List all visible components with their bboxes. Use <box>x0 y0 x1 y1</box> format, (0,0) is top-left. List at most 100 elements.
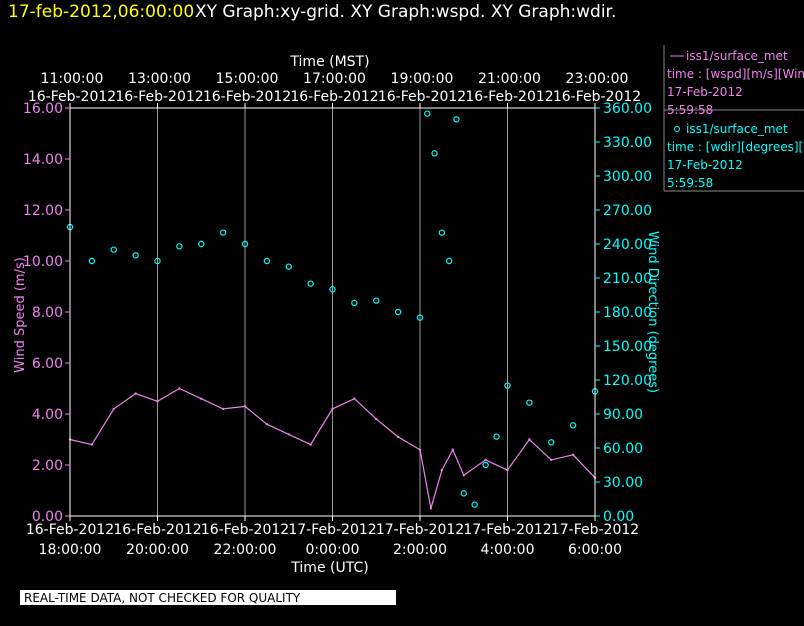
top-tick-date: 16-Feb-2012 <box>28 89 116 105</box>
legend-wdir-marker-icon <box>674 126 680 132</box>
top-tick-date: 16-Feb-2012 <box>115 89 203 105</box>
wind-direction-point <box>460 490 467 497</box>
legend-wdir-desc: time : [wdir][degrees][V <box>667 140 804 154</box>
top-tick-time: 11:00:00 <box>41 71 104 87</box>
bottom-tick-date: 16-Feb-2012 <box>201 522 289 538</box>
top-tick-time: 21:00:00 <box>478 71 541 87</box>
wind-speed-point <box>265 423 269 426</box>
wind-direction-point <box>445 257 453 265</box>
bottom-tick-date: 17-Feb-2012 <box>288 522 376 538</box>
top-tick-time: 13:00:00 <box>128 71 191 87</box>
disclaimer-text: REAL-TIME DATA, NOT CHECKED FOR QUALITY <box>24 591 301 605</box>
right-axis-ticks: 0.00 30.00 60.00 90.00 120.00 150.00 180.00 210… <box>595 101 652 525</box>
wind-speed-point <box>396 435 400 439</box>
top-tick-date: 16-Feb-2012 <box>378 89 466 105</box>
top-tick-time: 17:00:00 <box>303 71 366 87</box>
wind-speed-point <box>309 443 312 446</box>
right-axis-label: Wind Direction (degrees) <box>645 231 660 393</box>
right-tick-label: 240.00 <box>603 237 652 253</box>
left-tick-label: 12.00 <box>23 203 63 219</box>
right-tick-label: 210.00 <box>603 271 652 287</box>
left-tick-label: 16.00 <box>23 101 63 117</box>
wind-speed-point <box>221 407 225 411</box>
wind-direction-point <box>394 308 402 316</box>
timestamp-text: 17-feb-2012,06:00:00 <box>8 2 194 22</box>
left-tick-label: 14.00 <box>23 152 63 168</box>
wind-direction-point <box>526 399 533 406</box>
legend-wdir-series: iss1/surface_met <box>686 122 788 136</box>
wind-direction-point <box>471 501 478 508</box>
legend-wdir-time: 5:59:58 <box>667 176 713 190</box>
wind-speed-point <box>418 448 422 451</box>
vertical-gridlines <box>157 108 508 516</box>
bottom-tick-time: 2:00:00 <box>393 542 447 558</box>
right-tick-label: 180.00 <box>603 305 652 321</box>
right-tick-label: 300.00 <box>603 169 652 185</box>
top-tick-date: 16-Feb-2012 <box>465 89 553 105</box>
wind-direction-point <box>453 116 460 123</box>
legend-wdir-date: 17-Feb-2012 <box>667 158 743 172</box>
wind-speed-point <box>484 458 487 462</box>
wind-speed-point <box>528 438 531 441</box>
bottom-tick-time: 18:00:00 <box>39 542 102 558</box>
wind-direction-point <box>569 422 577 429</box>
left-tick-label: 2.00 <box>32 458 63 474</box>
wind-direction-point <box>154 257 161 265</box>
wind-direction-point <box>241 240 249 248</box>
top-axis-ticks: 11:00:00 16-Feb-2012 13:00:00 16-Feb-2012 15… <box>28 71 641 108</box>
bottom-tick-time: 6:00:00 <box>568 542 622 558</box>
left-axis-label: Wind Speed (m/s) <box>13 257 28 373</box>
wind-direction-point <box>88 257 96 265</box>
wind-speed-point <box>462 474 465 477</box>
wind-direction-point <box>416 314 424 321</box>
wind-speed-point <box>571 453 575 456</box>
top-tick-date: 16-Feb-2012 <box>203 89 291 105</box>
legend-wspd-date: 17-Feb-2012 <box>667 85 743 99</box>
left-tick-label: 4.00 <box>32 407 63 423</box>
wind-direction-point <box>285 263 292 270</box>
wind-direction-point <box>431 150 438 157</box>
wind-direction-point <box>198 240 205 248</box>
wind-speed-point <box>451 448 455 451</box>
wind-direction-point <box>263 257 271 265</box>
wind-direction-point <box>219 229 227 236</box>
wind-direction-point <box>110 246 117 253</box>
wind-speed-point <box>287 433 290 436</box>
wind-speed-point <box>178 387 181 390</box>
legend: iss1/surface_met time : [wspd][m/s][Win … <box>663 45 804 192</box>
bottom-tick-date: 17-Feb-2012 <box>376 522 464 538</box>
right-tick-label: 360.00 <box>603 101 652 117</box>
wind-speed-point <box>506 468 509 472</box>
bottom-tick-date: 17-Feb-2012 <box>551 522 639 538</box>
wind-speed-point <box>375 417 378 421</box>
legend-wspd-time: 5:59:58 <box>667 103 713 117</box>
wind-direction-point <box>329 286 336 293</box>
wind-direction-point <box>504 382 511 389</box>
wind-direction-point <box>132 252 139 259</box>
right-tick-label: 30.00 <box>603 475 643 491</box>
wind-speed-point <box>90 443 94 446</box>
right-tick-label: 120.00 <box>603 373 652 389</box>
wind-speed-point <box>429 507 433 510</box>
wind-speed-point <box>200 397 203 400</box>
wind-direction-point <box>351 299 358 307</box>
bottom-tick-time: 20:00:00 <box>126 542 189 558</box>
wind-direction-point <box>176 243 183 250</box>
wind-direction-point <box>307 280 314 287</box>
wind-speed-series <box>68 387 597 510</box>
right-tick-label: 330.00 <box>603 135 652 151</box>
wind-speed-point <box>156 400 159 403</box>
left-tick-label: 0.00 <box>32 509 63 525</box>
left-tick-label: 6.00 <box>32 356 63 372</box>
right-tick-label: 0.00 <box>603 509 634 525</box>
right-tick-label: 150.00 <box>603 339 652 355</box>
wind-direction-point <box>548 439 555 446</box>
top-axis-label: Time (MST) <box>289 54 369 70</box>
top-tick-time: 19:00:00 <box>391 71 454 87</box>
legend-wspd-desc: time : [wspd][m/s][Win <box>667 67 804 81</box>
wind-speed-point <box>331 407 334 411</box>
wind-direction-point <box>438 229 446 236</box>
bottom-tick-date: 17-Feb-2012 <box>463 522 551 538</box>
